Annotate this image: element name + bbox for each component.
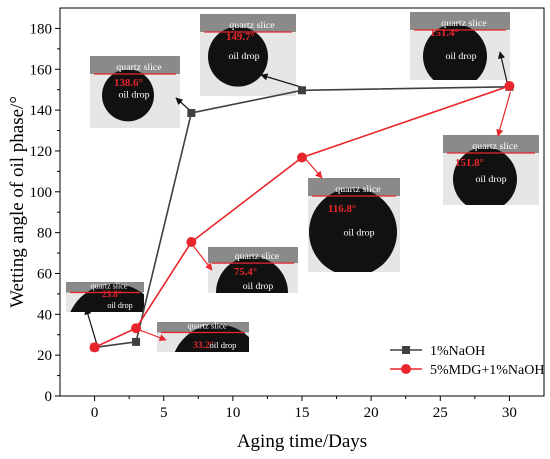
data-point-naoh [187,108,196,117]
y-tick-label: 180 [30,21,53,37]
y-tick-label: 0 [45,389,53,405]
contact-angle-label: 149.7° [226,31,255,43]
quartz-slice-label: quartz slice [472,141,518,152]
inset-photo: quartz slice 116.8° oil drop [308,178,400,272]
legend-marker [402,346,410,354]
y-tick-label: 160 [30,62,53,78]
oil-drop-shape [208,26,268,87]
oil-drop-shape [309,188,397,272]
data-point-mdg-naoh [186,237,197,248]
contact-angle-label: 33.2° [193,340,214,351]
oil-drop-shape [216,256,288,293]
y-tick-label: 80 [37,226,52,242]
arrows-layer [84,51,512,344]
oil-drop-shape [70,283,144,312]
y-axis-title: Wetting angle of oil phase/° [7,96,28,308]
quartz-slice-band [443,135,539,153]
quartz-slice-band [200,14,296,32]
oil-drop-label: oil drop [343,228,374,239]
oil-drop-label: oil drop [118,89,149,100]
oil-drop-label: oil drop [228,51,259,62]
data-point-mdg-naoh [89,342,100,353]
data-point-mdg-naoh [504,81,515,92]
oil-drop-shape [102,69,154,122]
inset-content: quartz slice 138.6°oil drop [90,56,180,128]
oil-drop-shape [174,324,249,352]
y-tick-label: 120 [30,144,53,160]
contact-angle-label: 116.8° [328,203,356,215]
oil-drop-label: oil drop [243,281,274,292]
legend: 1%NaOH 5%MDG+1%NaOH [390,344,544,378]
contact-angle-label: 151.8° [455,157,484,169]
contact-angle-label: 23.8° [102,289,122,299]
x-tick-label: 30 [502,405,517,421]
quartz-slice-label: quartz slice [91,282,128,291]
x-tick-label: 10 [225,405,240,421]
quartz-slice-band [90,56,180,74]
inset-photo: quartz slice 138.6°oil drop [90,56,180,128]
data-point-naoh [132,337,141,346]
quartz-slice-label: quartz slice [116,62,162,73]
x-axis-title: Aging time/Days [237,431,367,452]
inset-content: quartz slice 75.4° oil drop [208,247,298,293]
quartz-slice-label: quartz slice [441,18,487,29]
oil-drop-label: oil drop [475,174,506,185]
contact-angle-label: 138.6° [114,77,143,89]
annotation-arrow [175,97,190,111]
series-layer [89,81,515,353]
inset-content: quartz slice 33.2°oil drop [157,321,249,352]
quartz-slice-band [208,247,298,264]
contact-angle-label: 75.4° [234,266,257,278]
quartz-slice-label: quartz slice [187,321,227,331]
quartz-slice-band [410,12,510,30]
legend-label: 5%MDG+1%NaOH [430,363,544,378]
y-tick-label: 60 [37,266,52,282]
quartz-slice-label: quartz slice [229,20,275,31]
oil-drop-shape [453,147,517,205]
quartz-slice-label: quartz slice [235,251,279,262]
x-tick-label: 5 [160,405,168,421]
y-tick-label: 20 [37,348,52,364]
quartz-slice-label: quartz slice [335,184,381,195]
x-tick-label: 0 [91,405,99,421]
data-point-mdg-naoh [297,152,307,163]
data-point-naoh [298,86,306,95]
legend-marker [401,364,411,374]
annotation-arrow [496,91,512,137]
annotation-arrow [84,307,98,344]
data-point-mdg-naoh [131,323,142,334]
oil-drop-label: oil drop [107,301,132,310]
inset-content: quartz slice 151.8° oil drop [443,135,539,205]
x-tick-label: 25 [433,405,448,421]
oil-drop-label: oil drop [445,51,476,62]
ticks-layer: 0 5 10 15 20 25 30 0 20 40 60 80 100 120 140 160 180 [30,21,517,421]
inset-content: quartz slice 116.8° oil drop [308,178,400,272]
inset-photo: quartz slice 33.2°oil drop [157,321,249,352]
quartz-slice-band [308,178,400,196]
oil-drop-shape [423,24,487,80]
x-tick-label: 20 [364,405,379,421]
inset-photo: quartz slice 75.4° oil drop [208,247,298,293]
y-tick-label: 40 [37,307,52,323]
inset-photo: quartz slice 151.8° oil drop [443,135,539,205]
annotation-arrow [305,159,323,179]
annotation-arrow [192,245,213,271]
annotation-arrow [497,51,509,84]
annotation-arrow [260,73,303,88]
annotation-arrow [139,329,167,342]
oil-drop-label: oil drop [210,340,237,350]
contact-angle-label: 151.4° [430,27,459,39]
x-tick-label: 15 [295,405,310,421]
y-tick-label: 100 [30,185,53,201]
y-tick-label: 140 [30,103,53,119]
legend-label: 1%NaOH [430,344,485,359]
